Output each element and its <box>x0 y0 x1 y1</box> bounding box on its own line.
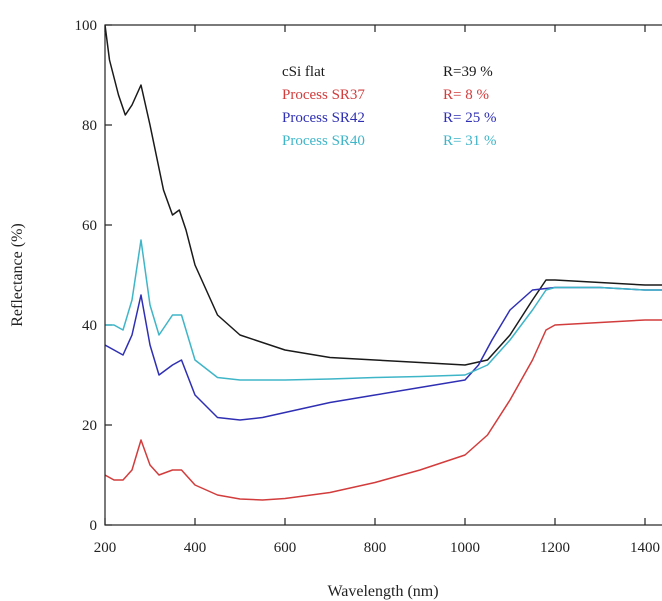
x-axis-label: Wavelength (nm) <box>327 583 438 600</box>
legend-entry-r-value: R= 25 % <box>443 110 496 126</box>
plot-frame <box>104 24 662 526</box>
legend-entry-r-value: R= 31 % <box>443 133 496 149</box>
y-tick-label: 80 <box>82 118 97 134</box>
y-tick-label: 60 <box>82 218 97 234</box>
series-line-csi-flat <box>105 24 662 366</box>
series-line-process-sr37 <box>105 319 662 501</box>
x-tick-label: 200 <box>94 540 117 556</box>
legend-entry-name: Process SR40 <box>282 133 365 149</box>
series-lines <box>105 24 662 501</box>
x-tick-label: 600 <box>274 540 297 556</box>
legend: cSi flat R=39 % Process SR37 R= 8 % Process … <box>282 64 496 149</box>
x-tick-label: 1200 <box>540 540 570 556</box>
y-tick-label: 40 <box>82 318 97 334</box>
x-tick-label: 1000 <box>450 540 480 556</box>
y-tick-label: 20 <box>82 418 97 434</box>
series-line-process-sr40 <box>105 239 662 381</box>
y-axis-label: Reflectance (%) <box>9 223 26 326</box>
x-tick-label: 800 <box>364 540 387 556</box>
x-tick-label: 400 <box>184 540 207 556</box>
legend-entry-name: cSi flat <box>282 64 326 80</box>
legend-entry-name: Process SR42 <box>282 110 365 126</box>
y-tick-label: 0 <box>90 518 98 534</box>
tick-labels: 200 400 600 800 1000 1200 1400 0 20 40 60 80 100 <box>75 18 661 556</box>
legend-entry-name: Process SR37 <box>282 87 365 103</box>
series-line-process-sr42 <box>105 286 662 421</box>
legend-entry-r-value: R=39 % <box>443 64 493 80</box>
y-tick-label: 100 <box>75 18 98 34</box>
legend-entry-r-value: R= 8 % <box>443 87 489 103</box>
x-tick-label: 1400 <box>630 540 660 556</box>
